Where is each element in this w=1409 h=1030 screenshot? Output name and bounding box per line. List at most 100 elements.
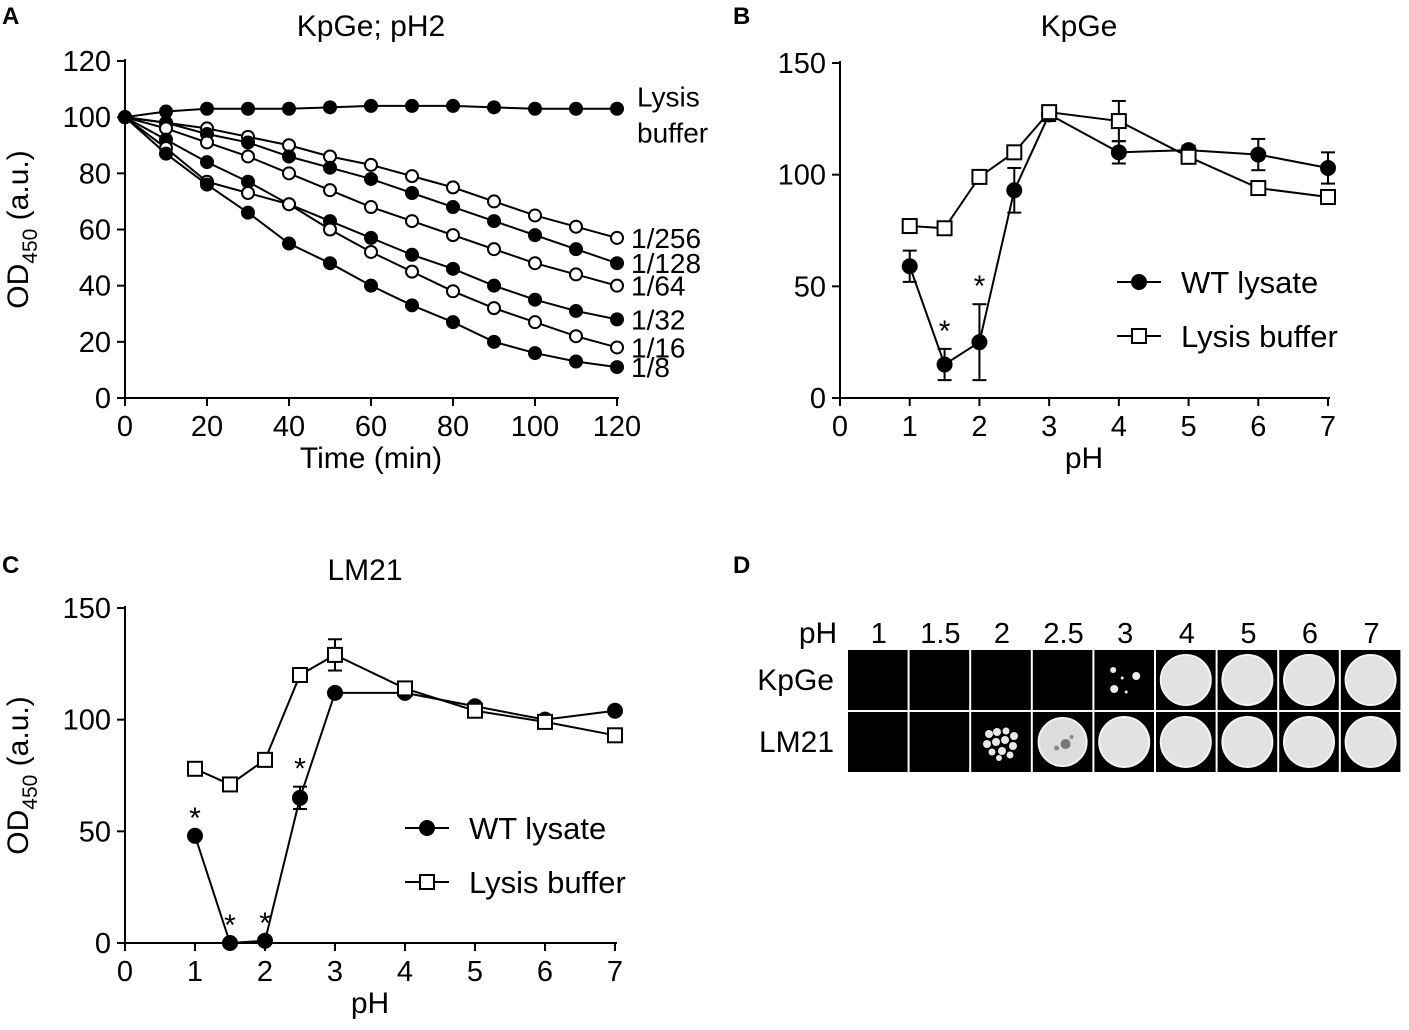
data-point bbox=[1250, 146, 1267, 163]
data-point bbox=[282, 166, 296, 181]
data-point bbox=[257, 932, 273, 949]
growth-spot bbox=[1159, 654, 1212, 706]
data-point bbox=[364, 157, 378, 172]
colony bbox=[1010, 732, 1018, 740]
data-point bbox=[405, 247, 419, 262]
chart-title: KpGe; pH2 bbox=[297, 10, 445, 43]
data-point bbox=[1180, 148, 1197, 165]
data-point bbox=[607, 727, 623, 744]
legend-marker bbox=[1131, 274, 1147, 290]
data-point bbox=[446, 228, 460, 243]
data-point bbox=[537, 713, 553, 730]
significance-star: * bbox=[939, 315, 951, 348]
significance-star: * bbox=[189, 802, 201, 835]
data-point bbox=[446, 284, 460, 299]
y-tick-label: 100 bbox=[63, 102, 111, 134]
plate-well bbox=[1032, 650, 1093, 710]
growth-spot bbox=[1344, 654, 1397, 706]
series-end-label: 1/64 bbox=[631, 271, 686, 302]
x-tick-label: 7 bbox=[607, 956, 623, 988]
growth-spot bbox=[1283, 716, 1335, 768]
x-tick-label: 3 bbox=[327, 956, 343, 988]
growth-spot bbox=[1098, 716, 1151, 768]
colony bbox=[1110, 667, 1117, 673]
y-tick-label: 40 bbox=[79, 271, 111, 303]
y-tick-label: 100 bbox=[63, 705, 111, 737]
data-point bbox=[528, 228, 542, 243]
data-point bbox=[610, 230, 624, 245]
plate-row-label-lm21: LM21 bbox=[759, 726, 834, 759]
x-tick-label: 0 bbox=[117, 956, 133, 988]
series-end-label: 1/16 bbox=[631, 332, 686, 363]
data-point bbox=[1250, 180, 1267, 197]
data-point bbox=[241, 149, 255, 164]
colony bbox=[1009, 742, 1017, 750]
y-tick-label: 80 bbox=[79, 158, 111, 190]
x-tick-label: 5 bbox=[467, 956, 483, 988]
panel-label-b: B bbox=[733, 3, 750, 30]
data-point bbox=[528, 346, 542, 361]
series-end-label: 1/32 bbox=[631, 304, 686, 335]
data-point bbox=[159, 121, 173, 136]
x-tick-label: 60 bbox=[355, 411, 387, 443]
data-point bbox=[1320, 159, 1336, 176]
colony bbox=[985, 730, 993, 738]
plate-well bbox=[848, 712, 908, 772]
colony bbox=[1001, 736, 1009, 744]
series-end-label: 1/128 bbox=[631, 248, 701, 279]
chart-panel-a: KpGe; pH2 0 20 40 60 80 100 120 0 20 40 60 80 100 120 T… bbox=[2, 10, 708, 475]
data-point bbox=[241, 185, 255, 200]
data-point bbox=[323, 149, 337, 164]
plate-column-labels: 1 1.5 2 2.5 3 4 5 6 7 bbox=[871, 618, 1380, 650]
data-point bbox=[405, 185, 419, 200]
x-tick-label: 4 bbox=[397, 956, 413, 988]
colony bbox=[983, 740, 991, 748]
y-tick-label: 0 bbox=[95, 383, 111, 415]
legend-marker bbox=[419, 874, 435, 890]
plate-column-label: 1.5 bbox=[920, 618, 960, 650]
data-point bbox=[1006, 144, 1023, 161]
series-end-label: 1/256 bbox=[631, 223, 701, 254]
legend-marker bbox=[1131, 328, 1147, 344]
data-point bbox=[323, 183, 337, 198]
data-point bbox=[528, 256, 542, 271]
data-point bbox=[282, 236, 296, 251]
colony bbox=[998, 747, 1006, 755]
panel-label-d: D bbox=[733, 552, 750, 579]
data-point bbox=[200, 101, 214, 116]
data-point bbox=[159, 146, 173, 161]
significance-star: * bbox=[294, 753, 306, 786]
series-end-label: Lysis bbox=[637, 82, 700, 113]
plate-well bbox=[909, 650, 970, 710]
colony bbox=[1006, 751, 1014, 759]
data-point bbox=[282, 149, 296, 164]
x-axis-label: pH bbox=[1065, 442, 1103, 475]
data-point bbox=[1320, 189, 1336, 205]
colony bbox=[1124, 690, 1128, 694]
x-tick-label: 7 bbox=[1320, 411, 1336, 443]
data-point bbox=[323, 100, 337, 115]
chart-panel-c: LM21 0 50 100 150 0 1 2 3 4 5 6 7 pH OD450 (a.u.) * * * * W… bbox=[2, 554, 626, 1020]
data-point bbox=[327, 684, 343, 701]
data-point bbox=[569, 242, 583, 257]
x-tick-label: 6 bbox=[1250, 411, 1266, 443]
data-point bbox=[971, 168, 988, 185]
data-point bbox=[200, 177, 214, 192]
y-tick-label: 60 bbox=[79, 215, 111, 247]
colony bbox=[1110, 685, 1119, 693]
data-point bbox=[159, 104, 173, 119]
data-point bbox=[901, 258, 918, 275]
data-point bbox=[446, 98, 460, 113]
data-point bbox=[1110, 113, 1127, 130]
series-end-label: buffer bbox=[637, 118, 708, 149]
data-point bbox=[257, 751, 273, 768]
colony bbox=[993, 728, 1001, 736]
x-tick-label: 0 bbox=[832, 411, 848, 443]
colony bbox=[988, 748, 996, 756]
plate-row-label-kpge: KpGe bbox=[757, 664, 834, 697]
significance-star: * bbox=[974, 270, 986, 303]
chart-title: LM21 bbox=[327, 554, 402, 587]
x-tick-label: 2 bbox=[971, 411, 987, 443]
data-point bbox=[569, 303, 583, 318]
legend-label: WT lysate bbox=[1181, 265, 1318, 300]
